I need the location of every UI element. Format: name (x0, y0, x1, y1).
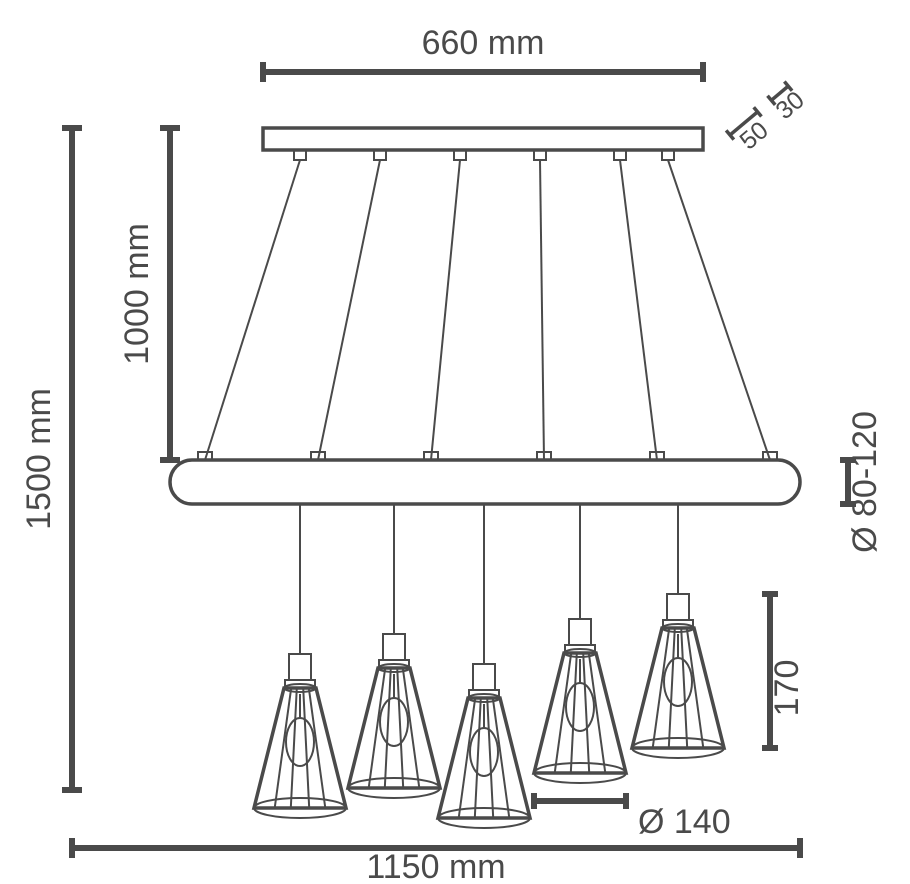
dim-bottom-width: 1150 mm (366, 848, 505, 884)
dim-shade-height: 170 (768, 660, 806, 717)
dim-top-width: 660 mm (422, 24, 545, 62)
ceiling-plate (263, 128, 703, 150)
dim-shade-diameter: Ø 140 (638, 803, 731, 841)
bulb-2 (380, 698, 408, 746)
dim-bracket-w: 50 (734, 116, 773, 155)
wood-beam (170, 460, 800, 504)
dim-beam-diameter: Ø 80-120 (846, 411, 884, 553)
dim-cable-height: 1000 mm (118, 223, 156, 365)
bulb-3 (470, 728, 498, 776)
bulb-1 (286, 718, 314, 766)
dim-total-height: 1500 mm (20, 388, 58, 530)
bulb-5 (664, 658, 692, 706)
bulb-4 (566, 683, 594, 731)
dim-bracket-h: 30 (770, 86, 809, 125)
